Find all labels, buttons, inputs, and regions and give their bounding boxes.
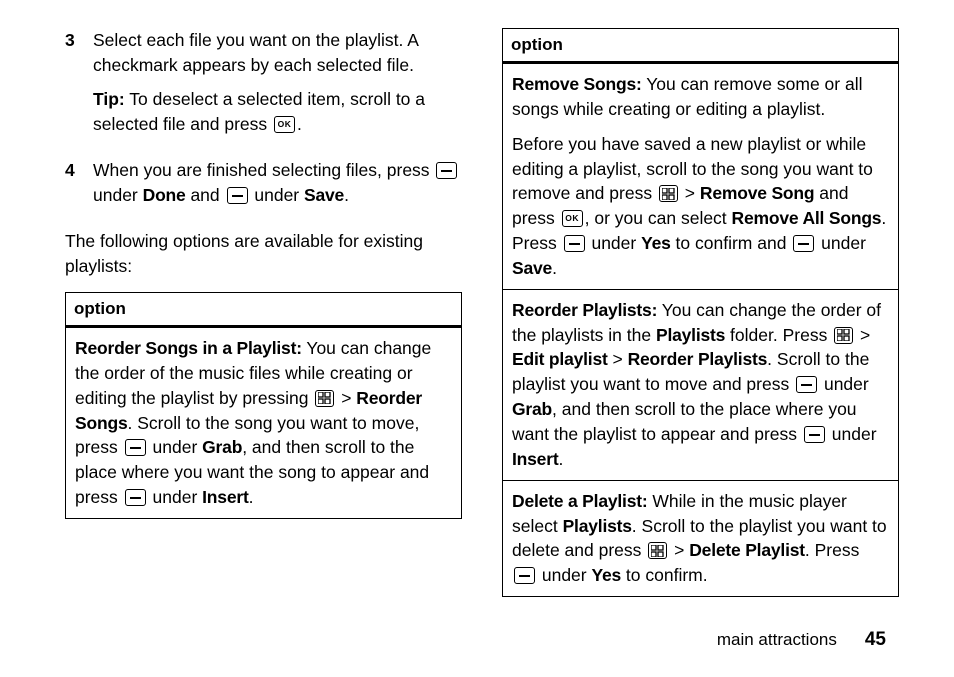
step-text: Select each file you want on the playlis… [93,28,462,77]
two-column-layout: 3 Select each file you want on the playl… [65,28,899,597]
option-para-1: Remove Songs: You can remove some or all… [512,72,889,122]
option-title: Remove Songs: [512,74,642,94]
menu-key-icon [564,235,585,252]
option-remove-songs: Remove Songs: You can remove some or all… [503,64,898,290]
table-header: option [66,293,461,328]
menu-key-icon [514,567,535,584]
menu-key-icon [796,376,817,393]
options-table-right: option Remove Songs: You can remove some… [502,28,899,597]
menu-key-icon [804,426,825,443]
step-body: Select each file you want on the playlis… [93,28,462,146]
option-para-2: Before you have saved a new playlist or … [512,132,889,281]
step-3: 3 Select each file you want on the playl… [65,28,462,146]
step-4: 4 When you are finished selecting files,… [65,158,462,217]
menu-key-icon [125,439,146,456]
left-column: 3 Select each file you want on the playl… [65,28,462,597]
tip-label: Tip: [93,89,125,109]
option-delete-playlist: Delete a Playlist: While in the music pl… [503,481,898,596]
grid-key-icon [648,542,667,559]
page-number: 45 [865,629,886,650]
table-header: option [503,29,898,64]
menu-key-icon [125,489,146,506]
ok-key-icon [562,210,583,227]
step-text: When you are finished selecting files, p… [93,158,462,207]
manual-page: 3 Select each file you want on the playl… [0,0,954,677]
grid-key-icon [315,390,334,407]
menu-key-icon [793,235,814,252]
right-column: option Remove Songs: You can remove some… [502,28,899,597]
grid-key-icon [834,327,853,344]
option-title: Delete a Playlist: [512,491,648,511]
section-name: main attractions [717,630,837,649]
option-reorder-songs: Reorder Songs in a Playlist: You can cha… [66,328,461,518]
step-number: 3 [65,28,79,146]
page-footer: main attractions 45 [717,629,886,651]
tip-line: Tip: To deselect a selected item, scroll… [93,87,462,136]
menu-key-icon [436,162,457,179]
option-reorder-playlists: Reorder Playlists: You can change the or… [503,290,898,481]
ok-key-icon [274,116,295,133]
option-title: Reorder Songs in a Playlist: [75,338,302,358]
intro-paragraph: The following options are available for … [65,229,462,278]
grid-key-icon [659,185,678,202]
option-title: Reorder Playlists: [512,300,657,320]
menu-key-icon [227,187,248,204]
options-table-left: option Reorder Songs in a Playlist: You … [65,292,462,519]
step-number: 4 [65,158,79,217]
step-body: When you are finished selecting files, p… [93,158,462,217]
